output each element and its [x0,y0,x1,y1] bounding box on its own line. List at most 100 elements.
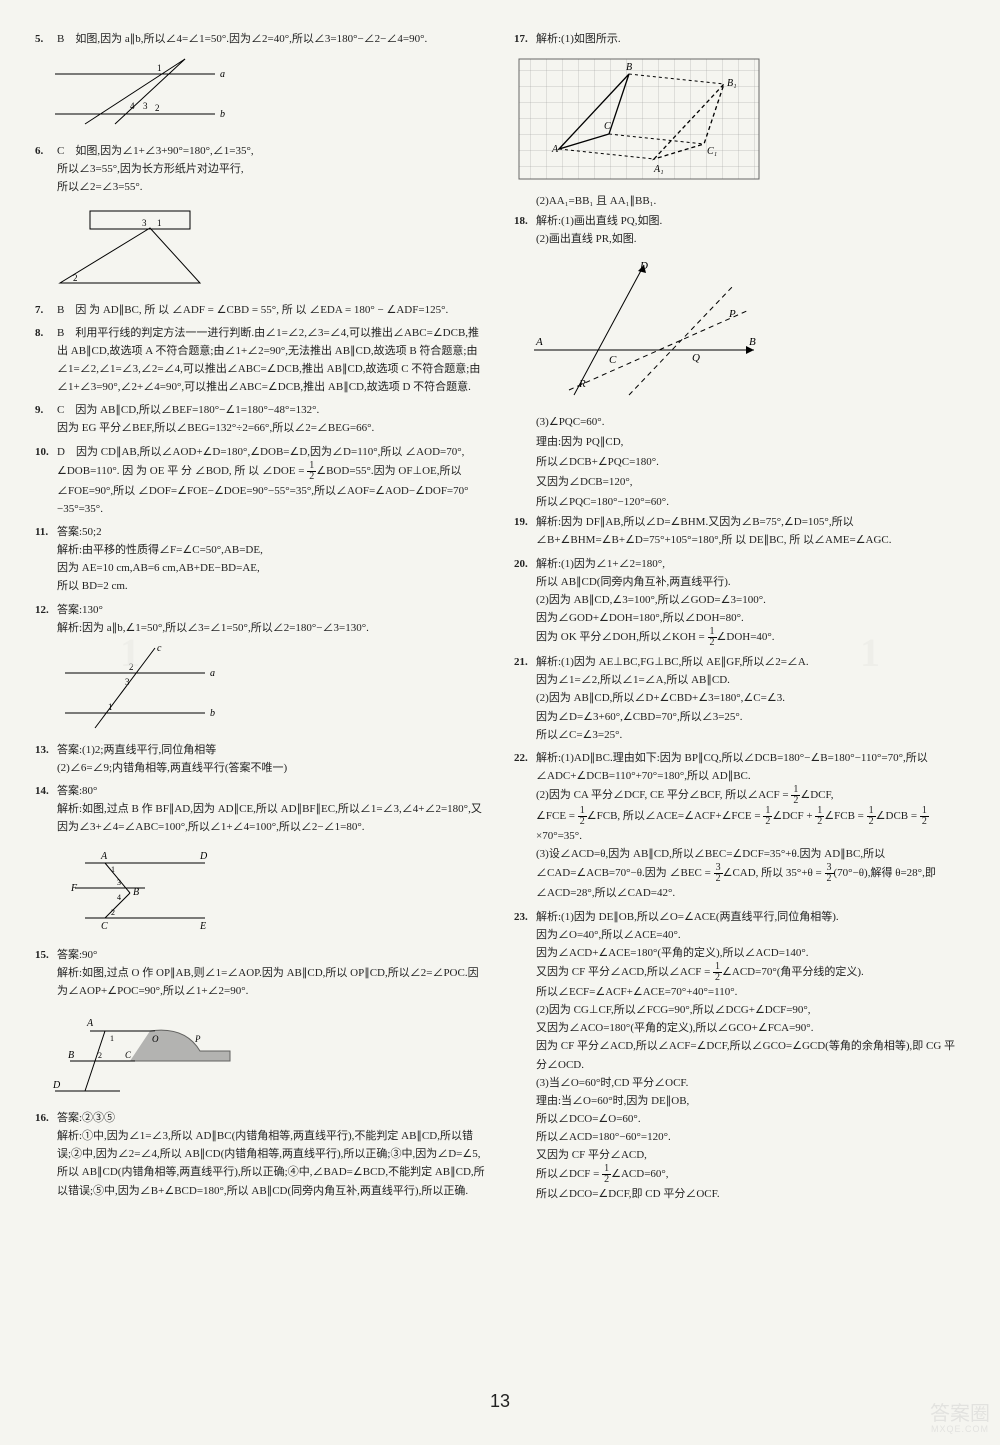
svg-text:P: P [728,308,736,320]
text-line: 因为 EG 平分∠BEF,所以∠BEG=132°÷2=66°,所以∠2=∠BEG… [57,419,486,437]
problem-item: 9.C 因为 AB∥CD,所以∠BEF=180°−∠1=180°−48°=132… [35,401,486,437]
svg-text:A: A [100,851,108,862]
svg-text:P: P [194,1034,201,1044]
svg-text:C: C [604,121,611,132]
problem-item: 11.答案:50;2解析:由平移的性质得∠F=∠C=50°,AB=DE,因为 A… [35,523,486,596]
svg-text:R: R [578,378,586,390]
svg-text:1: 1 [108,702,113,712]
text-line: 所以∠ECF=∠ACF+∠ACE=70°+40°=110°. [536,983,965,1001]
page-number: 13 [490,1387,510,1417]
text-line: B 利用平行线的判定方法一一进行判断.由∠1=∠2,∠3=∠4,可以推出∠ABC… [57,324,486,397]
svg-text:2: 2 [111,908,115,917]
watermark-main: 答案圈 [930,1403,990,1425]
text-line: ∠FCE = 12∠FCB, 所以∠ACE=∠ACF+∠FCE = 12∠DCF… [536,806,965,845]
svg-text:2: 2 [98,1051,102,1060]
problem-body: 答案:130°解析:因为 a∥b,∠1=50°,所以∠3=∠1=50°,所以∠2… [57,601,486,637]
text-line: 理由:因为 PQ∥CD, [514,433,965,451]
svg-text:B: B [626,62,632,73]
problem-item: 13.答案:(1)2;两直线平行,同位角相等(2)∠6=∠9;内错角相等,两直线… [35,741,486,777]
problem-item: 21.解析:(1)因为 AE⊥BC,FG⊥BC,所以 AE∥GF,所以∠2=∠A… [514,653,965,744]
svg-text:C₁: C₁ [707,146,717,157]
problem-number: 19. [514,513,536,549]
text-line: 又因为∠ACO=180°(平角的定义),所以∠GCO+∠FCA=90°. [536,1019,965,1037]
problem-body: 答案:80°解析:如图,过点 B 作 BF∥AD,因为 AD∥CE,所以 AD∥… [57,782,486,836]
text-line: 答案:②③⑤ [57,1109,486,1127]
problem-body: 解析:(1)如图所示. [536,30,965,48]
problem-item: 23.解析:(1)因为 DE∥OB,所以∠O=∠ACE(两直线平行,同位角相等)… [514,908,965,1204]
problem-body: 解析:因为 DF∥AB,所以∠D=∠BHM.又因为∠B=75°,∠D=105°,… [536,513,965,549]
svg-text:1: 1 [110,1034,114,1043]
content-columns: 5.B 如图,因为 a∥b,所以∠4=∠1=50°.因为∠2=40°,所以∠3=… [35,30,965,1370]
watermark: 答案圈 MXQE.COM [930,1403,990,1435]
text-line: 解析:因为 DF∥AB,所以∠D=∠BHM.又因为∠B=75°,∠D=105°,… [536,513,965,549]
diagram-d15: ABDCOP12 [35,1006,486,1101]
problem-body: D 因为 CD∥AB,所以∠AOD+∠D=180°,∠DOB=∠D,因为∠D=1… [57,443,486,518]
problem-body: B 利用平行线的判定方法一一进行判断.由∠1=∠2,∠3=∠4,可以推出∠ABC… [57,324,486,397]
text-line: 因为 CF 平分∠ACD,所以∠ACF=∠DCF,所以∠GCO=∠GCD(等角的… [536,1037,965,1073]
text-line: (2)因为 AB∥CD,所以∠D+∠CBD+∠3=180°,∠C=∠3. [536,689,965,707]
problem-item: 8.B 利用平行线的判定方法一一进行判断.由∠1=∠2,∠3=∠4,可以推出∠A… [35,324,486,397]
text-line: 解析:(1)画出直线 PQ,如图. [536,212,965,230]
text-line: C 因为 AB∥CD,所以∠BEF=180°−∠1=180°−48°=132°. [57,401,486,419]
problem-item: 7.B 因 为 AD∥BC, 所 以 ∠ADF = ∠CBD = 55°, 所 … [35,301,486,319]
svg-text:a: a [220,69,225,80]
svg-text:Q: Q [692,352,700,364]
text-line: 答案:130° [57,601,486,619]
left-column: 5.B 如图,因为 a∥b,所以∠4=∠1=50°.因为∠2=40°,所以∠3=… [35,30,486,1370]
text-line: 解析:因为 a∥b,∠1=50°,所以∠3=∠1=50°,所以∠2=180°−∠… [57,619,486,637]
problem-number: 10. [35,443,57,518]
svg-text:b: b [220,109,225,120]
svg-text:A: A [535,336,543,348]
watermark-sub: MXQE.COM [930,1425,990,1435]
svg-text:3: 3 [142,218,147,228]
text-line: 解析:(1)因为 DE∥OB,所以∠O=∠ACE(两直线平行,同位角相等). [536,908,965,926]
svg-text:E: E [199,921,206,932]
svg-text:1: 1 [111,865,115,874]
diagram-d14: ADFBCE1342 [35,843,486,938]
problem-number: 6. [35,142,57,196]
problem-number: 9. [35,401,57,437]
svg-text:1: 1 [157,63,162,73]
text-line: 解析:如图,过点 B 作 BF∥AD,因为 AD∥CE,所以 AD∥BF∥EC,… [57,800,486,836]
diagram-d6: 312 [35,203,486,293]
problem-item: 14.答案:80°解析:如图,过点 B 作 BF∥AD,因为 AD∥CE,所以 … [35,782,486,836]
text-line: 所以∠DCF = 12∠ACD=60°, [536,1164,965,1185]
text-line: 因为∠GOD+∠DOH=180°,所以∠DOH=80°. [536,609,965,627]
text-line: 解析:如图,过点 O 作 OP∥AB,则∠1=∠AOP.因为 AB∥CD,所以 … [57,964,486,1000]
problem-item: 18.解析:(1)画出直线 PQ,如图.(2)画出直线 PR,如图. [514,212,965,248]
problem-body: 答案:90°解析:如图,过点 O 作 OP∥AB,则∠1=∠AOP.因为 AB∥… [57,946,486,1000]
text-line: 所以∠2=∠3=55°. [57,178,486,196]
problem-number: 17. [514,30,536,48]
problem-number: 8. [35,324,57,397]
problem-body: 解析:(1)因为∠1+∠2=180°,所以 AB∥CD(同旁内角互补,两直线平行… [536,555,965,649]
problem-number: 11. [35,523,57,596]
text-line: (2)因为 CA 平分∠DCF, CE 平分∠BCF, 所以∠ACF = 12∠… [536,785,965,806]
problem-body: B 如图,因为 a∥b,所以∠4=∠1=50°.因为∠2=40°,所以∠3=18… [57,30,486,48]
text-line: 答案:(1)2;两直线平行,同位角相等 [57,741,486,759]
problem-body: 解析:(1)AD∥BC.理由如下:因为 BP∥CQ,所以∠DCB=180°−∠B… [536,749,965,903]
text-line: 答案:80° [57,782,486,800]
problem-number: 7. [35,301,57,319]
text-line: 因为 AE=10 cm,AB=6 cm,AB+DE−BD=AE, [57,559,486,577]
svg-text:O: O [152,1034,159,1044]
problem-item: 20.解析:(1)因为∠1+∠2=180°,所以 AB∥CD(同旁内角互补,两直… [514,555,965,649]
text-line: 解析:(1)如图所示. [536,30,965,48]
svg-text:4: 4 [117,893,121,902]
problem-item: 16.答案:②③⑤解析:①中,因为∠1=∠3,所以 AD∥BC(内错角相等,两直… [35,1109,486,1200]
right-column: 17.解析:(1)如图所示.ABCA₁B₁C₁(2)AA₁=BB₁ 且 AA₁∥… [514,30,965,1370]
problem-item: 10.D 因为 CD∥AB,所以∠AOD+∠D=180°,∠DOB=∠D,因为∠… [35,443,486,518]
text-line: C 如图,因为∠1+∠3+90°=180°,∠1=35°, [57,142,486,160]
problem-item: 19.解析:因为 DF∥AB,所以∠D=∠BHM.又因为∠B=75°,∠D=10… [514,513,965,549]
text-line: 所以 AB∥CD(同旁内角互补,两直线平行). [536,573,965,591]
diagram-d5: ab1432 [35,54,486,134]
text-line: (2)AA₁=BB₁ 且 AA₁∥BB₁. [514,192,965,210]
text-line: 解析:由平移的性质得∠F=∠C=50°,AB=DE, [57,541,486,559]
text-line: 因为∠O=40°,所以∠ACE=40°. [536,926,965,944]
problem-body: 解析:(1)画出直线 PQ,如图.(2)画出直线 PR,如图. [536,212,965,248]
svg-text:3: 3 [143,101,148,111]
svg-text:D: D [52,1080,61,1091]
svg-text:4: 4 [130,101,135,111]
svg-text:F: F [70,883,78,894]
text-line: D 因为 CD∥AB,所以∠AOD+∠D=180°,∠DOB=∠D,因为∠D=1… [57,443,486,518]
problem-body: 解析:(1)因为 AE⊥BC,FG⊥BC,所以 AE∥GF,所以∠2=∠A.因为… [536,653,965,744]
